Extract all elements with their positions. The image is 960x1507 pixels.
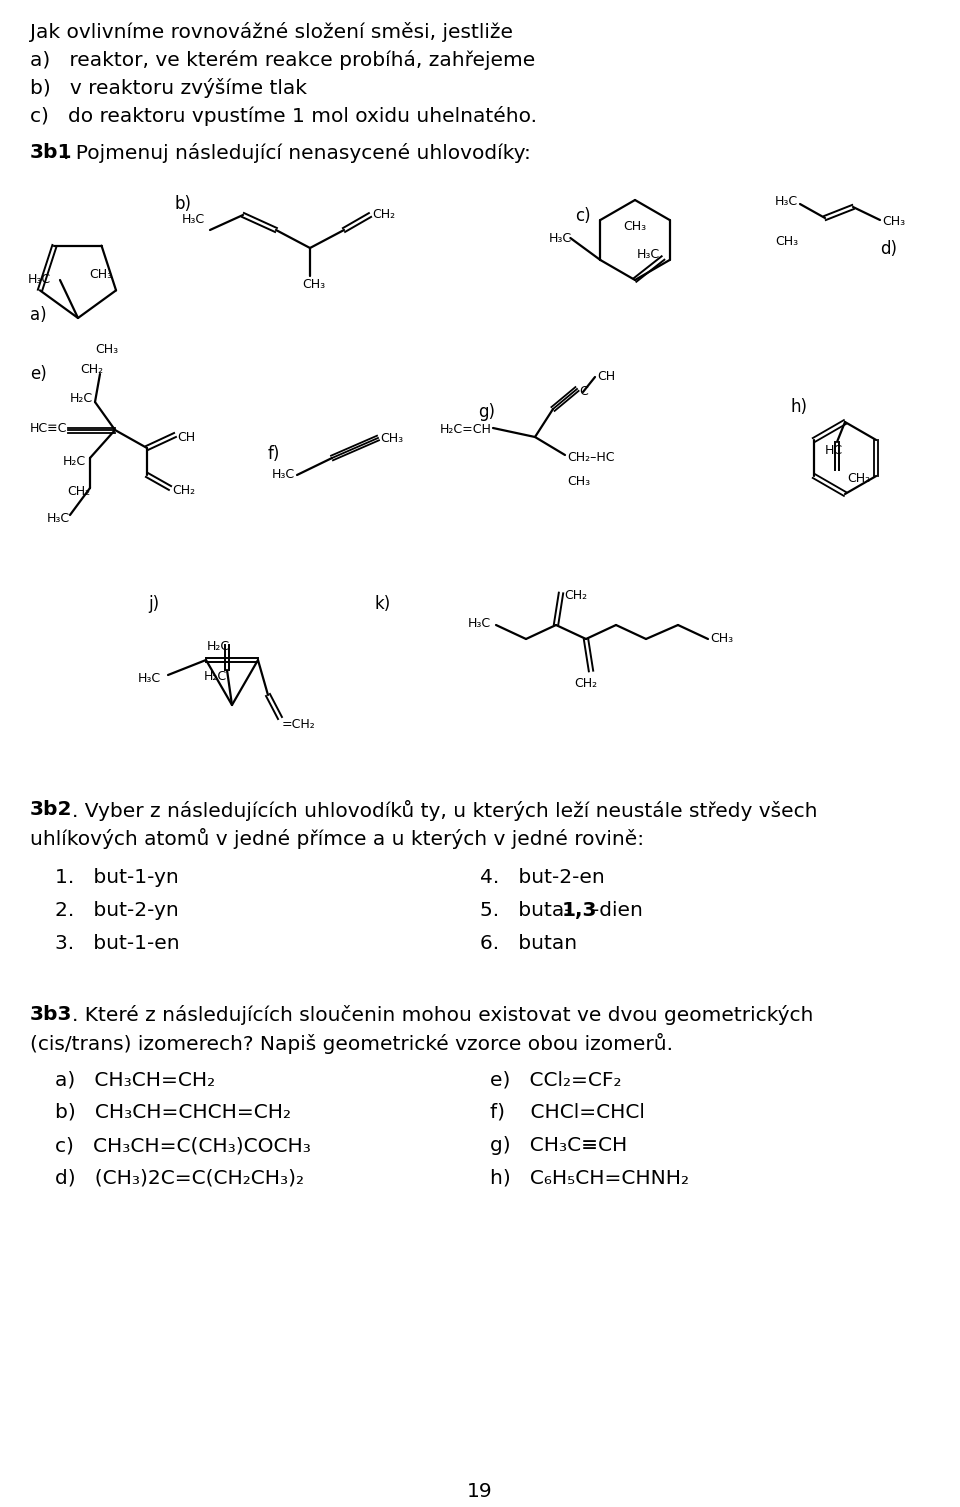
Text: CH₂: CH₂ <box>172 484 195 497</box>
Text: CH₂: CH₂ <box>847 472 870 485</box>
Text: CH₂: CH₂ <box>574 677 597 690</box>
Text: a)   reaktor, ve kterém reakce probíhá, zahřejeme: a) reaktor, ve kterém reakce probíhá, za… <box>30 50 536 69</box>
Text: . Pojmenuj následující nenasycené uhlovodíky:: . Pojmenuj následující nenasycené uhlovo… <box>63 143 531 163</box>
Text: CH: CH <box>177 431 195 445</box>
Text: d): d) <box>880 240 897 258</box>
Text: C: C <box>579 384 588 398</box>
Text: a): a) <box>30 306 47 324</box>
Text: H₃C: H₃C <box>28 273 51 286</box>
Text: g): g) <box>478 402 495 420</box>
Text: h): h) <box>790 398 807 416</box>
Text: c)   CH₃CH=C(CH₃)COCH₃: c) CH₃CH=C(CH₃)COCH₃ <box>55 1136 311 1154</box>
Text: H₂C: H₂C <box>70 392 93 405</box>
Text: CH₂–HC: CH₂–HC <box>567 451 614 464</box>
Text: j): j) <box>148 595 159 613</box>
Text: . Vyber z následujících uhlovodíků ty, u kterých leží neustále středy všech: . Vyber z následujících uhlovodíků ty, u… <box>72 800 818 821</box>
Text: 2.   but-2-yn: 2. but-2-yn <box>55 901 179 919</box>
Text: H₂C: H₂C <box>207 640 230 653</box>
Text: 3b1: 3b1 <box>30 143 73 161</box>
Text: CH₂: CH₂ <box>372 208 396 222</box>
Text: -dien: -dien <box>592 901 643 919</box>
Text: 1,3: 1,3 <box>562 901 597 919</box>
Text: f)    CHCl=CHCl: f) CHCl=CHCl <box>490 1103 645 1123</box>
Text: CH: CH <box>597 371 615 383</box>
Text: CH₃: CH₃ <box>380 433 403 445</box>
Text: H₃C: H₃C <box>272 469 295 481</box>
Text: e): e) <box>30 365 47 383</box>
Text: HC≡C: HC≡C <box>30 422 67 436</box>
Text: 6.   butan: 6. butan <box>480 934 577 952</box>
Text: d)   (CH₃)2C=C(CH₂CH₃)₂: d) (CH₃)2C=C(CH₂CH₃)₂ <box>55 1169 304 1188</box>
Text: b): b) <box>175 194 192 212</box>
Text: k): k) <box>375 595 392 613</box>
Text: H₂C: H₂C <box>63 455 86 469</box>
Text: CH₃: CH₃ <box>302 277 325 291</box>
Text: CH₂: CH₂ <box>80 363 103 377</box>
Text: H₃C: H₃C <box>548 232 571 246</box>
Text: CH₃: CH₃ <box>623 220 646 234</box>
Text: b)   v reaktoru zvýšíme tlak: b) v reaktoru zvýšíme tlak <box>30 78 307 98</box>
Text: CH₃: CH₃ <box>89 268 112 280</box>
Text: H₃C: H₃C <box>47 512 70 524</box>
Text: H₃C: H₃C <box>775 194 798 208</box>
Text: CH₃: CH₃ <box>95 344 118 356</box>
Text: HC: HC <box>825 445 843 457</box>
Text: b)   CH₃CH=CHCH=CH₂: b) CH₃CH=CHCH=CH₂ <box>55 1103 291 1123</box>
Text: 1.   but-1-yn: 1. but-1-yn <box>55 868 179 888</box>
Text: H₃C: H₃C <box>182 212 205 226</box>
Text: CH₃: CH₃ <box>567 475 590 488</box>
Text: CH₂: CH₂ <box>67 485 90 497</box>
Text: c): c) <box>575 206 590 225</box>
Text: h)   C₆H₅CH=CHNH₂: h) C₆H₅CH=CHNH₂ <box>490 1169 689 1188</box>
Text: . Které z následujících sloučenin mohou existovat ve dvou geometrických: . Které z následujících sloučenin mohou … <box>72 1005 813 1025</box>
Text: CH₃: CH₃ <box>775 235 798 249</box>
Text: (cis/trans) izomerech? Napiš geometrické vzorce obou izomerů.: (cis/trans) izomerech? Napiš geometrické… <box>30 1032 673 1053</box>
Text: g)   CH₃C≡CH: g) CH₃C≡CH <box>490 1136 627 1154</box>
Text: 3.   but-1-en: 3. but-1-en <box>55 934 180 952</box>
Text: Jak ovlivníme rovnovážné složení směsi, jestliže: Jak ovlivníme rovnovážné složení směsi, … <box>30 23 513 42</box>
Text: 5.   buta-: 5. buta- <box>480 901 571 919</box>
Text: e)   CCl₂=CF₂: e) CCl₂=CF₂ <box>490 1070 621 1090</box>
Text: c)   do reaktoru vpustíme 1 mol oxidu uhelnatého.: c) do reaktoru vpustíme 1 mol oxidu uhel… <box>30 105 537 127</box>
Text: H₃C: H₃C <box>468 616 492 630</box>
Text: CH₂: CH₂ <box>564 589 588 601</box>
Text: CH₃: CH₃ <box>710 631 733 645</box>
Text: 3b3: 3b3 <box>30 1005 73 1023</box>
Text: =CH₂: =CH₂ <box>282 717 316 731</box>
Text: H₃C: H₃C <box>637 249 660 261</box>
Text: CH₃: CH₃ <box>882 216 905 228</box>
Text: H₃C: H₃C <box>138 672 161 686</box>
Text: H₂C: H₂C <box>204 671 228 683</box>
Text: 4.   but-2-en: 4. but-2-en <box>480 868 605 888</box>
Text: f): f) <box>268 445 280 463</box>
Text: 19: 19 <box>468 1481 492 1501</box>
Text: 3b2: 3b2 <box>30 800 73 818</box>
Text: a)   CH₃CH=CH₂: a) CH₃CH=CH₂ <box>55 1070 215 1090</box>
Text: uhlíkových atomů v jedné přímce a u kterých v jedné rovině:: uhlíkových atomů v jedné přímce a u kter… <box>30 827 644 848</box>
Text: H₂C=CH: H₂C=CH <box>440 423 492 436</box>
